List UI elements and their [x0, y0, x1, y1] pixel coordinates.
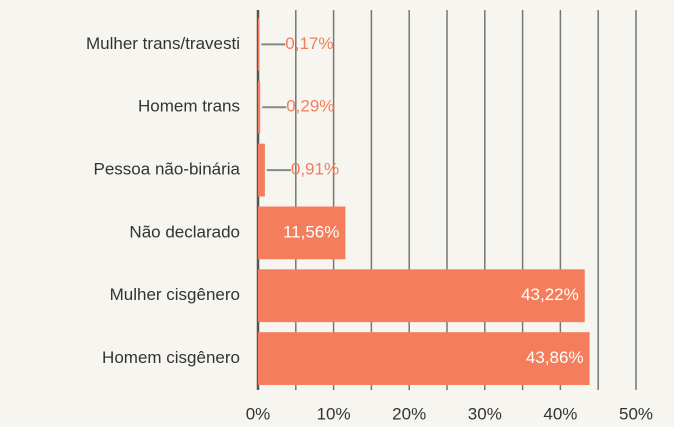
y-tick-label: Pessoa não-binária [94, 160, 241, 179]
bar [258, 18, 260, 71]
y-tick-label: Homem cisgênero [102, 348, 240, 367]
value-label: 0,17% [285, 34, 333, 53]
bar [258, 143, 265, 197]
x-tick-label: 0% [246, 404, 271, 423]
y-tick-label: Não declarado [129, 222, 240, 241]
value-label: 0,91% [291, 160, 339, 179]
x-tick-label: 10% [317, 404, 351, 423]
x-tick-label: 30% [468, 404, 502, 423]
bar [258, 206, 346, 260]
bar [258, 269, 585, 323]
x-tick-label: 40% [543, 404, 577, 423]
bar [258, 80, 261, 134]
bar [258, 332, 590, 385]
x-tick-label: 50% [619, 404, 653, 423]
value-label: 43,86% [526, 348, 584, 367]
x-tick-label: 20% [392, 404, 426, 423]
value-label: 43,22% [521, 285, 579, 304]
value-label: 11,56% [283, 222, 339, 241]
y-tick-label: Mulher cisgênero [110, 285, 240, 304]
y-tick-label: Mulher trans/travesti [86, 34, 240, 53]
value-label: 0,29% [286, 97, 334, 116]
y-tick-label: Homem trans [138, 97, 240, 116]
